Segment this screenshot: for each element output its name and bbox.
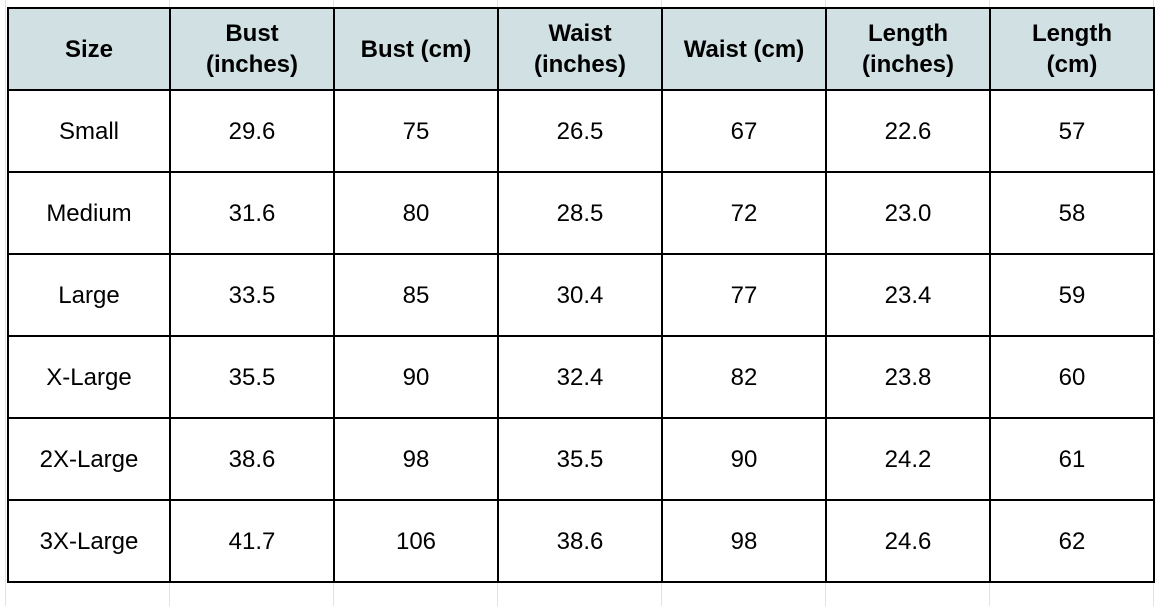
value-cell: 82 (661, 335, 827, 419)
value-cell: 24.6 (825, 499, 991, 583)
table-row: Large 33.5 85 30.4 77 23.4 59 (7, 253, 1155, 337)
table-row: 2X-Large 38.6 98 35.5 90 24.2 61 (7, 417, 1155, 501)
value-cell: 28.5 (497, 171, 663, 255)
value-cell: 23.4 (825, 253, 991, 337)
value-cell: 22.6 (825, 89, 991, 173)
table-row: Small 29.6 75 26.5 67 22.6 57 (7, 89, 1155, 173)
value-cell: 26.5 (497, 89, 663, 173)
value-cell: 106 (333, 499, 499, 583)
header-cell: Waist (inches) (497, 7, 663, 91)
value-cell: 98 (661, 499, 827, 583)
size-cell: Large (7, 253, 171, 337)
value-cell: 41.7 (169, 499, 335, 583)
header-cell: Bust (inches) (169, 7, 335, 91)
value-cell: 57 (989, 89, 1155, 173)
size-table: Size Bust (inches) Bust (cm) Waist (inches)… (7, 7, 1155, 583)
value-cell: 35.5 (497, 417, 663, 501)
value-cell: 90 (661, 417, 827, 501)
value-cell: 23.8 (825, 335, 991, 419)
size-cell: 3X-Large (7, 499, 171, 583)
size-cell: Small (7, 89, 171, 173)
value-cell: 62 (989, 499, 1155, 583)
value-cell: 30.4 (497, 253, 663, 337)
value-cell: 98 (333, 417, 499, 501)
table-row: Medium 31.6 80 28.5 72 23.0 58 (7, 171, 1155, 255)
value-cell: 75 (333, 89, 499, 173)
value-cell: 23.0 (825, 171, 991, 255)
table-row: 3X-Large 41.7 106 38.6 98 24.6 62 (7, 499, 1155, 583)
size-cell: Medium (7, 171, 171, 255)
value-cell: 24.2 (825, 417, 991, 501)
value-cell: 67 (661, 89, 827, 173)
value-cell: 38.6 (497, 499, 663, 583)
size-cell: X-Large (7, 335, 171, 419)
table-row: X-Large 35.5 90 32.4 82 23.8 60 (7, 335, 1155, 419)
value-cell: 58 (989, 171, 1155, 255)
value-cell: 80 (333, 171, 499, 255)
value-cell: 60 (989, 335, 1155, 419)
header-cell: Waist (cm) (661, 7, 827, 91)
value-cell: 35.5 (169, 335, 335, 419)
header-cell: Length (cm) (989, 7, 1155, 91)
table-body: Small 29.6 75 26.5 67 22.6 57 Medium 31.6 80 28.5 7… (7, 89, 1155, 583)
header-cell: Size (7, 7, 171, 91)
value-cell: 61 (989, 417, 1155, 501)
value-cell: 33.5 (169, 253, 335, 337)
value-cell: 85 (333, 253, 499, 337)
value-cell: 38.6 (169, 417, 335, 501)
header-cell: Bust (cm) (333, 7, 499, 91)
value-cell: 29.6 (169, 89, 335, 173)
value-cell: 32.4 (497, 335, 663, 419)
value-cell: 90 (333, 335, 499, 419)
size-cell: 2X-Large (7, 417, 171, 501)
value-cell: 31.6 (169, 171, 335, 255)
value-cell: 77 (661, 253, 827, 337)
header-cell: Length (inches) (825, 7, 991, 91)
value-cell: 59 (989, 253, 1155, 337)
header-row: Size Bust (inches) Bust (cm) Waist (inches)… (7, 7, 1155, 91)
value-cell: 72 (661, 171, 827, 255)
